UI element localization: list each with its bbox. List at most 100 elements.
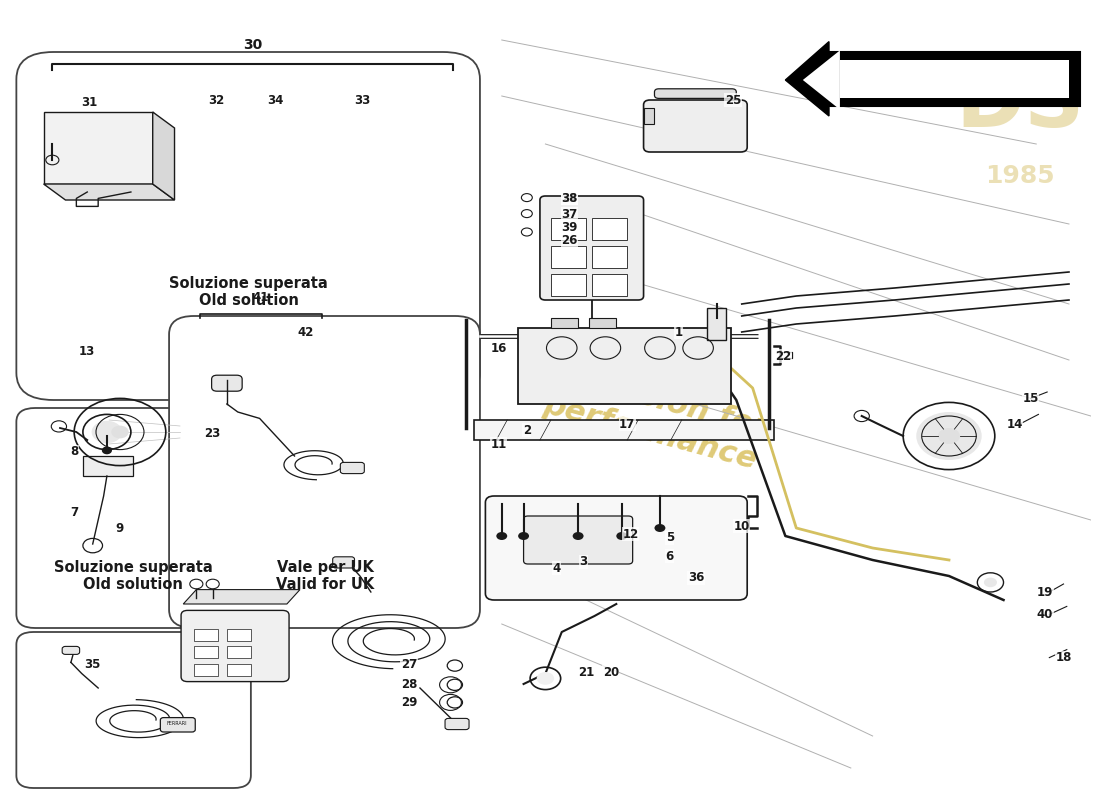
- Text: 12: 12: [623, 528, 639, 541]
- Text: 42: 42: [297, 326, 313, 338]
- Text: DS: DS: [955, 63, 1085, 145]
- Bar: [474, 420, 774, 440]
- Text: 1985: 1985: [986, 164, 1055, 188]
- Text: 8: 8: [70, 446, 78, 458]
- Polygon shape: [785, 42, 829, 116]
- Bar: [227, 664, 251, 676]
- Bar: [227, 629, 251, 641]
- Bar: [592, 274, 627, 296]
- Bar: [551, 318, 579, 328]
- FancyBboxPatch shape: [340, 462, 364, 474]
- Text: 36: 36: [688, 571, 704, 584]
- FancyBboxPatch shape: [16, 408, 251, 628]
- Bar: [195, 664, 218, 676]
- Circle shape: [654, 524, 666, 532]
- FancyBboxPatch shape: [644, 100, 747, 152]
- Polygon shape: [829, 52, 1080, 106]
- FancyBboxPatch shape: [644, 108, 654, 124]
- FancyBboxPatch shape: [211, 375, 242, 391]
- FancyBboxPatch shape: [63, 646, 79, 654]
- Bar: [227, 646, 251, 658]
- FancyBboxPatch shape: [654, 89, 736, 98]
- Text: 33: 33: [354, 94, 371, 106]
- Bar: [592, 246, 627, 268]
- Circle shape: [616, 532, 627, 540]
- FancyBboxPatch shape: [707, 308, 726, 340]
- Text: 16: 16: [491, 342, 507, 354]
- Text: 29: 29: [400, 696, 417, 709]
- Text: Soluzione superata
Old solution: Soluzione superata Old solution: [54, 560, 212, 592]
- FancyBboxPatch shape: [332, 557, 354, 568]
- Text: 18: 18: [1055, 651, 1071, 664]
- Text: 3: 3: [580, 555, 587, 568]
- FancyBboxPatch shape: [524, 516, 632, 564]
- Text: Soluzione superata
Old solution: Soluzione superata Old solution: [169, 276, 328, 308]
- Bar: [592, 218, 627, 240]
- Bar: [551, 274, 586, 296]
- FancyBboxPatch shape: [16, 52, 480, 400]
- Text: 15: 15: [1023, 392, 1040, 405]
- Text: 26: 26: [561, 234, 578, 246]
- Text: 5: 5: [666, 531, 674, 544]
- Text: 38: 38: [561, 192, 578, 205]
- Polygon shape: [840, 60, 1069, 98]
- Text: 23: 23: [205, 427, 221, 440]
- Text: 22: 22: [776, 350, 791, 362]
- FancyBboxPatch shape: [485, 496, 747, 600]
- Bar: [518, 328, 730, 404]
- Text: 31: 31: [81, 96, 98, 109]
- Text: 2: 2: [522, 424, 531, 437]
- Polygon shape: [184, 590, 300, 604]
- Text: 21: 21: [578, 666, 594, 678]
- FancyBboxPatch shape: [161, 718, 196, 732]
- Circle shape: [916, 412, 981, 460]
- Bar: [195, 629, 218, 641]
- Circle shape: [102, 447, 111, 454]
- Text: 13: 13: [79, 346, 96, 358]
- Text: 10: 10: [734, 520, 750, 533]
- Bar: [195, 646, 218, 658]
- Text: a passion for
performance: a passion for performance: [539, 357, 770, 475]
- Text: 25: 25: [725, 94, 741, 106]
- Text: 6: 6: [666, 550, 674, 562]
- Circle shape: [573, 532, 584, 540]
- Bar: [551, 218, 586, 240]
- Text: 34: 34: [266, 94, 283, 106]
- FancyBboxPatch shape: [540, 196, 644, 300]
- FancyBboxPatch shape: [82, 456, 133, 476]
- Circle shape: [983, 578, 997, 587]
- Text: Vale per UK
Valid for UK: Vale per UK Valid for UK: [276, 560, 374, 592]
- Text: 9: 9: [116, 522, 124, 534]
- Text: 32: 32: [208, 94, 224, 106]
- FancyBboxPatch shape: [182, 610, 289, 682]
- Polygon shape: [803, 50, 840, 110]
- FancyBboxPatch shape: [16, 632, 251, 788]
- Text: 40: 40: [1037, 608, 1053, 621]
- Text: 37: 37: [561, 208, 578, 221]
- Text: 24: 24: [561, 192, 578, 205]
- Bar: [551, 246, 586, 268]
- Circle shape: [938, 428, 960, 444]
- Text: 7: 7: [70, 506, 78, 518]
- Text: 17: 17: [619, 418, 636, 430]
- Text: 27: 27: [400, 658, 417, 670]
- Circle shape: [537, 672, 554, 685]
- Text: 1: 1: [674, 326, 682, 338]
- FancyBboxPatch shape: [446, 718, 469, 730]
- Circle shape: [518, 532, 529, 540]
- Text: 19: 19: [1037, 586, 1053, 598]
- Circle shape: [91, 421, 122, 443]
- Text: 41: 41: [253, 291, 268, 304]
- Polygon shape: [44, 112, 153, 184]
- FancyBboxPatch shape: [169, 316, 480, 628]
- Text: 14: 14: [1006, 418, 1023, 430]
- Circle shape: [111, 426, 129, 438]
- Text: 39: 39: [561, 222, 578, 234]
- Polygon shape: [153, 112, 175, 200]
- Circle shape: [496, 532, 507, 540]
- Text: 28: 28: [400, 678, 417, 690]
- Text: 20: 20: [603, 666, 619, 678]
- Text: 30: 30: [243, 38, 263, 52]
- Text: 4: 4: [552, 562, 560, 574]
- Text: FERRARI: FERRARI: [167, 721, 187, 726]
